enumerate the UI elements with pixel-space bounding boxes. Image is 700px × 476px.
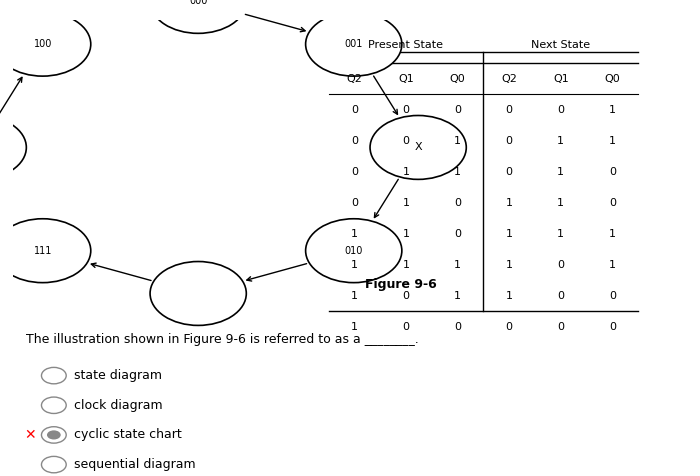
Circle shape (41, 456, 66, 473)
Text: 0: 0 (505, 136, 512, 146)
Text: 1: 1 (351, 260, 358, 270)
Text: 0: 0 (454, 105, 461, 115)
Text: Q2: Q2 (501, 73, 517, 83)
Text: Q0: Q0 (605, 73, 620, 83)
Circle shape (370, 116, 466, 179)
Text: 1: 1 (609, 228, 616, 238)
Text: 0: 0 (505, 105, 512, 115)
Text: 0: 0 (351, 136, 358, 146)
Text: 010: 010 (344, 246, 363, 256)
Circle shape (306, 219, 402, 283)
Text: X: X (414, 142, 422, 152)
Text: 0: 0 (454, 198, 461, 208)
Text: 0: 0 (402, 322, 409, 332)
Text: 0: 0 (505, 322, 512, 332)
Text: cyclic state chart: cyclic state chart (74, 428, 182, 441)
Text: 100: 100 (34, 39, 52, 49)
Text: 1: 1 (609, 136, 616, 146)
Text: Q1: Q1 (398, 73, 414, 83)
Text: 0: 0 (609, 322, 616, 332)
Circle shape (0, 12, 91, 76)
Text: 1: 1 (454, 136, 461, 146)
Text: 1: 1 (351, 291, 358, 301)
Circle shape (0, 219, 91, 283)
Circle shape (41, 426, 66, 443)
Circle shape (41, 367, 66, 384)
Text: 0: 0 (454, 228, 461, 238)
Circle shape (150, 0, 246, 33)
Text: 0: 0 (609, 291, 616, 301)
Text: Next State: Next State (531, 40, 590, 50)
Text: 1: 1 (557, 167, 564, 177)
Text: The illustration shown in Figure 9-6 is referred to as a ________.: The illustration shown in Figure 9-6 is … (27, 333, 419, 346)
Text: 0: 0 (609, 198, 616, 208)
Text: Q0: Q0 (450, 73, 466, 83)
Text: Q2: Q2 (346, 73, 363, 83)
Text: 1: 1 (609, 260, 616, 270)
Text: 1: 1 (402, 167, 409, 177)
Text: 0: 0 (351, 167, 358, 177)
Text: ✕: ✕ (24, 428, 36, 442)
Text: 1: 1 (505, 228, 512, 238)
Text: 0: 0 (454, 322, 461, 332)
Circle shape (41, 397, 66, 414)
Text: 0: 0 (557, 260, 564, 270)
Text: 0: 0 (351, 198, 358, 208)
Text: clock diagram: clock diagram (74, 399, 163, 412)
Text: 1: 1 (505, 291, 512, 301)
Text: 1: 1 (557, 228, 564, 238)
Text: Present State: Present State (368, 40, 443, 50)
Text: 0: 0 (402, 291, 409, 301)
Text: state diagram: state diagram (74, 369, 162, 382)
Text: 1: 1 (351, 322, 358, 332)
Text: 0: 0 (402, 136, 409, 146)
Text: 0: 0 (609, 167, 616, 177)
Text: 1: 1 (454, 167, 461, 177)
Text: 1: 1 (402, 260, 409, 270)
Circle shape (306, 12, 402, 76)
Text: Figure 9-6: Figure 9-6 (365, 278, 437, 291)
Circle shape (47, 430, 61, 439)
Text: 001: 001 (344, 39, 363, 49)
Text: 1: 1 (454, 291, 461, 301)
Text: 1: 1 (402, 228, 409, 238)
Text: 1: 1 (609, 105, 616, 115)
Text: 111: 111 (34, 246, 52, 256)
Text: 1: 1 (557, 198, 564, 208)
Text: sequential diagram: sequential diagram (74, 458, 196, 471)
Text: 1: 1 (402, 198, 409, 208)
Text: 1: 1 (351, 228, 358, 238)
Text: 0: 0 (557, 291, 564, 301)
Text: 1: 1 (454, 260, 461, 270)
Text: 0: 0 (557, 105, 564, 115)
Text: Q1: Q1 (553, 73, 568, 83)
Text: 1: 1 (505, 198, 512, 208)
Text: 0: 0 (557, 322, 564, 332)
Text: 1: 1 (505, 260, 512, 270)
Text: 0: 0 (351, 105, 358, 115)
Text: 000: 000 (189, 0, 207, 6)
Circle shape (0, 116, 27, 179)
Text: 1: 1 (557, 136, 564, 146)
Text: 0: 0 (402, 105, 409, 115)
Text: 0: 0 (505, 167, 512, 177)
Circle shape (150, 261, 246, 326)
